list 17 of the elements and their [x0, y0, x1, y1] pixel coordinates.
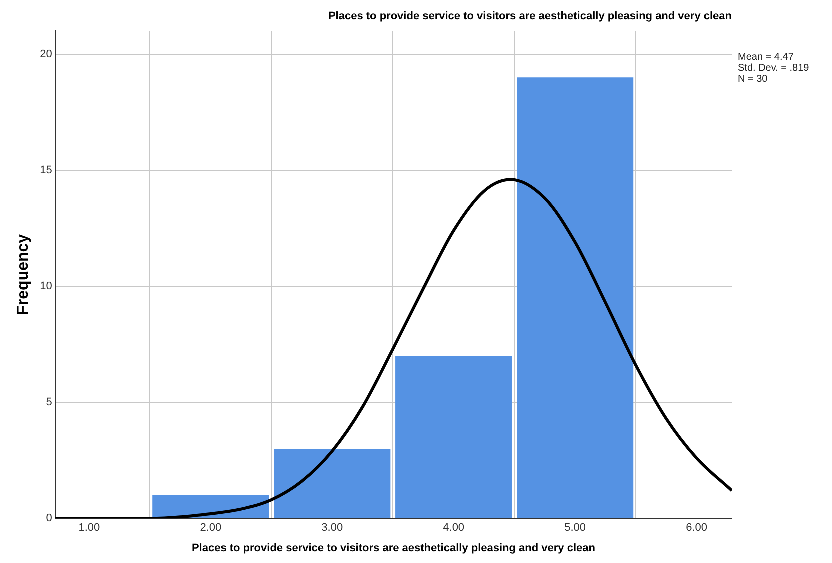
y-tick-label: 10 — [40, 280, 52, 293]
x-axis-title: Places to provide service to visitors are aesthetically pleasing and very clean — [192, 542, 596, 554]
y-axis-title: Frequency — [15, 234, 32, 316]
x-tick-label: 4.00 — [443, 522, 465, 534]
x-tick-label: 5.00 — [564, 522, 586, 534]
x-tick-label: 2.00 — [200, 522, 222, 534]
text: Mean = 4.47 — [738, 52, 795, 63]
y-tick-label: 20 — [40, 48, 52, 60]
y-tick-label: 15 — [40, 164, 52, 176]
text: Std. Dev. = .819 — [738, 63, 810, 74]
chart-title: Places to provide service to visitors are aesthetically pleasing and very clean — [328, 10, 732, 23]
x-tick-label: 1.00 — [78, 522, 100, 534]
text: N = 30 — [738, 74, 769, 85]
x-tick-label: 6.00 — [686, 522, 708, 534]
y-tick-label: 0 — [46, 512, 52, 525]
y-tick-label: 5 — [46, 396, 52, 409]
x-tick-label: 3.00 — [322, 522, 344, 534]
